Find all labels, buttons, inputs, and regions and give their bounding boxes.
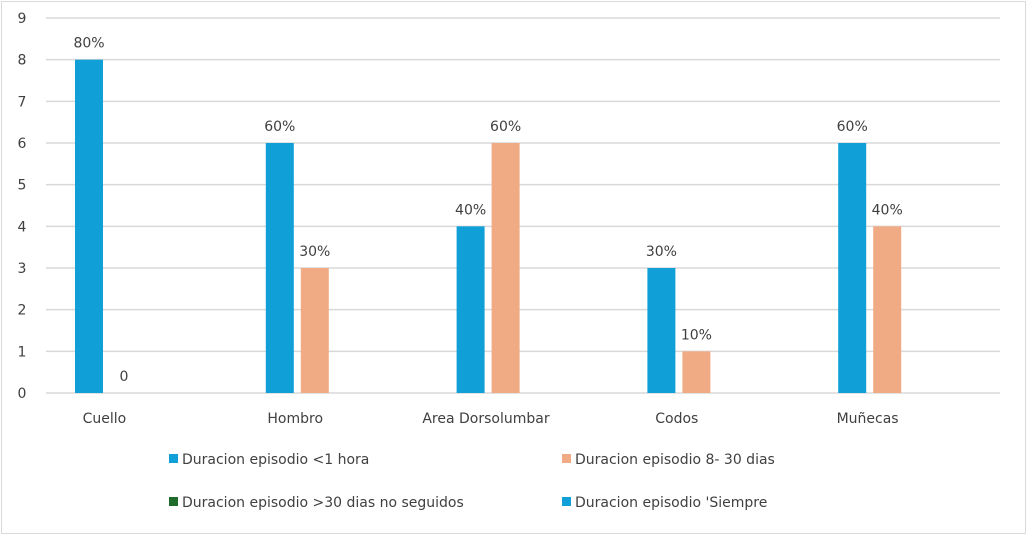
x-axis-ticks: Cuello Hombro Area Dorsolumbar Codos Muñecas xyxy=(83,411,899,427)
y-tick-label: 8 xyxy=(18,53,27,69)
bar xyxy=(75,59,103,394)
data-labels: 80% 0 60% 30% 40% 60% 30% 10% 60% 40% xyxy=(73,36,902,385)
x-tick-label: Hombro xyxy=(267,411,323,427)
data-label: 40% xyxy=(455,202,486,218)
bar xyxy=(682,351,711,393)
bar xyxy=(647,268,676,393)
data-label: 10% xyxy=(681,327,712,343)
y-tick-label: 5 xyxy=(18,178,27,194)
y-tick-label: 2 xyxy=(18,303,27,319)
legend-label: Duracion episodio 8- 30 dias xyxy=(575,452,775,468)
bar xyxy=(838,143,867,393)
bars xyxy=(75,59,902,394)
bar xyxy=(456,226,485,393)
data-label: 60% xyxy=(264,119,295,135)
data-label: 30% xyxy=(299,244,330,260)
legend-label: Duracion episodio 'Siempre xyxy=(575,495,767,511)
legend-label: Duracion episodio >30 dias no seguidos xyxy=(182,495,464,511)
data-label: 60% xyxy=(490,119,521,135)
bar xyxy=(873,226,902,393)
legend-swatch xyxy=(169,497,178,506)
x-tick-label: Muñecas xyxy=(837,411,899,427)
bar xyxy=(300,268,329,393)
bar xyxy=(265,143,294,393)
data-label: 30% xyxy=(646,244,677,260)
legend-swatch xyxy=(562,454,571,463)
y-tick-label: 6 xyxy=(18,136,27,152)
legend-swatch xyxy=(169,454,178,463)
data-label: 60% xyxy=(837,119,868,135)
legend-label: Duracion episodio <1 hora xyxy=(182,452,369,468)
y-tick-label: 0 xyxy=(18,386,27,402)
x-tick-label: Codos xyxy=(655,411,698,427)
legend: Duracion episodio <1 hora Duracion episod… xyxy=(169,452,775,511)
data-label: 40% xyxy=(872,202,903,218)
bar xyxy=(491,143,520,393)
y-tick-label: 4 xyxy=(18,219,27,235)
data-label: 80% xyxy=(73,36,104,52)
y-tick-label: 9 xyxy=(18,11,27,27)
x-tick-label: Area Dorsolumbar xyxy=(422,411,549,427)
x-tick-label: Cuello xyxy=(83,411,127,427)
y-tick-label: 7 xyxy=(18,94,27,110)
legend-swatch xyxy=(562,497,571,506)
y-axis-ticks: 0 1 2 3 4 5 6 7 8 9 xyxy=(18,11,27,402)
y-tick-label: 3 xyxy=(18,261,27,277)
y-tick-label: 1 xyxy=(18,344,27,360)
data-label: 0 xyxy=(120,369,129,385)
